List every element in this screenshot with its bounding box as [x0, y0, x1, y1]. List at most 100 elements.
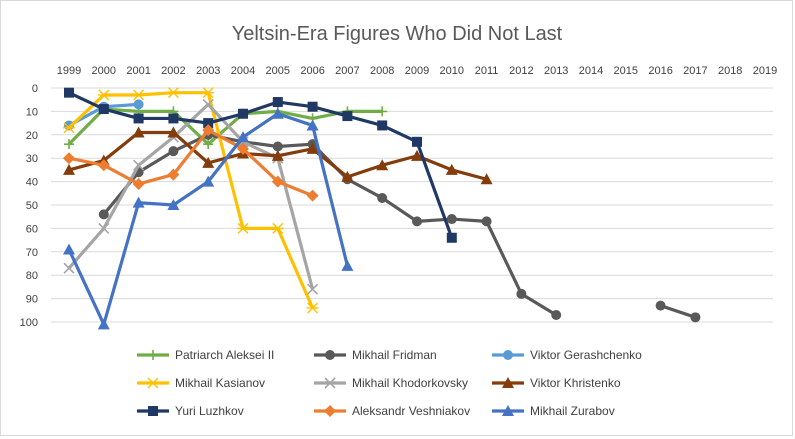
- series-line: [660, 304, 696, 319]
- data-point: [238, 108, 248, 119]
- data-point: [97, 159, 110, 172]
- series-line: [68, 128, 314, 198]
- data-point: [167, 126, 180, 138]
- data-point: [64, 87, 74, 98]
- data-point: [446, 214, 457, 225]
- data-point: [202, 87, 215, 99]
- legend-item: Mikhail Kasianov: [137, 376, 265, 390]
- data-point: [376, 159, 389, 171]
- legend-marker: [324, 377, 336, 389]
- legend: Patriarch Aleksei II Mikhail Fridman Vikto…: [137, 348, 642, 418]
- legend-item: Mikhail Zurabov: [492, 404, 615, 418]
- data-point: [132, 177, 145, 190]
- y-axis-ticks: 0 10 20 30 40 50 60 70 80 90 100: [20, 83, 38, 329]
- x-tick-label: 2003: [196, 65, 220, 77]
- data-point: [237, 131, 249, 143]
- y-tick-label: 60: [26, 223, 38, 235]
- x-tick-label: 2011: [475, 65, 499, 77]
- legend-label: Aleksandr Veshniakov: [352, 404, 470, 418]
- series-aleksandr-veshniakov: [63, 124, 319, 202]
- data-point: [167, 87, 180, 99]
- legend-marker: [324, 405, 336, 417]
- legend-marker: [325, 350, 335, 360]
- data-point: [237, 142, 249, 155]
- x-tick-label: 2018: [718, 65, 742, 77]
- x-tick-label: 2009: [405, 65, 429, 77]
- data-point: [551, 309, 562, 320]
- y-tick-label: 30: [26, 153, 38, 165]
- data-point: [446, 232, 457, 243]
- data-point: [64, 139, 74, 150]
- legend-marker: [147, 377, 159, 389]
- x-tick-label: 2017: [683, 65, 707, 77]
- x-axis-ticks: 1999 2000 2001 2002 2003 2004 2005 2006 2007 2008…: [57, 65, 777, 77]
- data-point: [271, 149, 284, 161]
- data-point: [202, 98, 214, 110]
- data-point: [272, 97, 283, 108]
- legend-marker: [503, 350, 513, 360]
- data-point: [237, 222, 249, 234]
- data-point: [655, 300, 666, 311]
- data-point: [132, 89, 145, 101]
- data-point: [168, 146, 179, 157]
- series-line: [67, 102, 315, 290]
- x-tick-label: 2008: [370, 65, 394, 77]
- data-point: [272, 141, 283, 152]
- data-point: [306, 189, 319, 202]
- data-point: [306, 119, 319, 131]
- data-point: [377, 120, 388, 131]
- data-point: [168, 113, 179, 124]
- legend-item: Viktor Khristenko: [492, 376, 621, 390]
- data-point: [132, 196, 145, 208]
- data-point: [97, 318, 110, 330]
- y-tick-label: 80: [26, 270, 38, 282]
- chart-title: Yeltsin-Era Figures Who Did Not Last: [232, 23, 563, 45]
- data-point: [202, 175, 215, 187]
- legend-label: Mikhail Zurabov: [530, 404, 615, 418]
- data-point: [203, 139, 214, 150]
- x-tick-label: 2010: [440, 65, 464, 77]
- y-tick-label: 20: [26, 130, 38, 142]
- x-tick-label: 2007: [335, 65, 359, 77]
- legend-label: Yuri Luzhkov: [175, 404, 244, 418]
- x-tick-label: 2005: [266, 65, 290, 77]
- x-tick-label: 2001: [126, 65, 150, 77]
- data-point: [481, 216, 492, 227]
- legend-label: Viktor Gerashchenko: [530, 348, 642, 362]
- x-tick-label: 1999: [57, 65, 81, 77]
- x-tick-label: 2006: [300, 65, 324, 77]
- data-point: [98, 104, 109, 115]
- y-tick-label: 100: [20, 317, 38, 329]
- data-point: [271, 222, 284, 234]
- data-point: [690, 312, 701, 323]
- x-tick-label: 2016: [648, 65, 672, 77]
- x-tick-label: 2013: [544, 65, 568, 77]
- x-tick-label: 2014: [579, 65, 603, 77]
- series-line: [68, 91, 454, 239]
- data-point: [63, 152, 75, 165]
- data-point: [342, 111, 353, 122]
- legend-item: Mikhail Fridman: [314, 348, 437, 362]
- data-point: [480, 173, 493, 185]
- series-line: [67, 107, 383, 146]
- x-tick-label: 2012: [509, 65, 533, 77]
- data-point: [132, 126, 145, 138]
- x-tick-label: 2004: [231, 65, 255, 77]
- data-point: [307, 283, 319, 295]
- data-point: [271, 107, 284, 119]
- x-tick-label: 2002: [161, 65, 185, 77]
- series-yuri-luzhkov: [64, 87, 457, 243]
- data-point: [133, 159, 145, 171]
- y-tick-label: 50: [26, 200, 38, 212]
- data-point: [203, 118, 214, 129]
- data-point: [341, 170, 354, 182]
- data-point: [202, 124, 215, 137]
- data-point: [97, 89, 110, 101]
- legend-item: Viktor Gerashchenko: [492, 348, 642, 362]
- legend-item: Aleksandr Veshniakov: [314, 404, 470, 418]
- data-point: [377, 192, 388, 203]
- legend-label: Mikhail Fridman: [352, 348, 437, 362]
- legend-marker: [148, 406, 158, 416]
